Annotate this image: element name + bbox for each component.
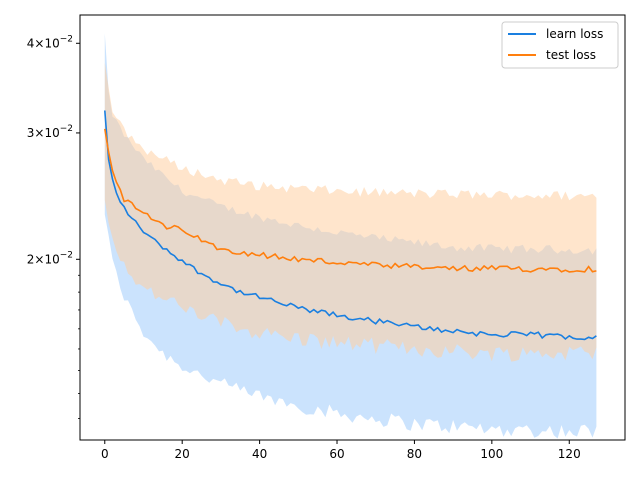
x-tick-label: 100 [480, 447, 503, 461]
x-tick-label: 120 [558, 447, 581, 461]
y-tick-label: 3×10−2 [27, 124, 73, 140]
y-axis: 2×10−2 3×10−2 4×10−2 [27, 34, 80, 419]
x-axis: 0 20 40 60 80 100 120 [101, 440, 581, 461]
plot-frame [79, 14, 626, 441]
line-test-loss [104, 128, 597, 273]
legend-label-learn-loss: learn loss [546, 27, 603, 41]
x-tick-label: 60 [329, 447, 344, 461]
y-tick-label: 2×10−2 [27, 250, 73, 266]
legend: learn loss test loss [501, 21, 619, 69]
x-tick-label: 0 [101, 447, 109, 461]
line-learn-loss [104, 110, 597, 341]
band-test-loss [104, 62, 597, 362]
x-tick-label: 80 [407, 447, 422, 461]
legend-label-test-loss: test loss [546, 48, 596, 62]
x-tick-label: 40 [252, 447, 267, 461]
y-tick-label: 4×10−2 [27, 34, 73, 50]
series-lines [104, 110, 597, 341]
x-tick-label: 20 [175, 447, 190, 461]
confidence-bands [104, 33, 597, 439]
